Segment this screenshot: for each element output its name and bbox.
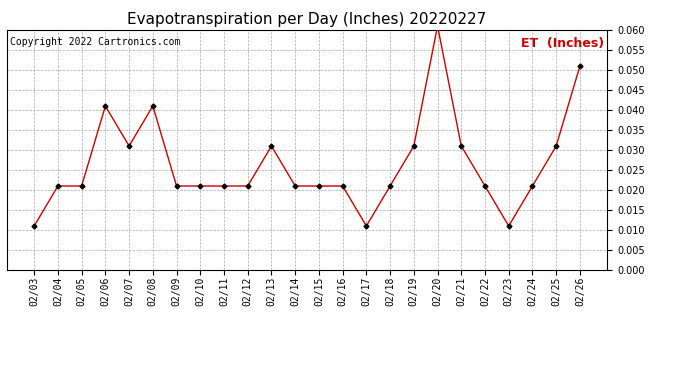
Title: Evapotranspiration per Day (Inches) 20220227: Evapotranspiration per Day (Inches) 2022…: [128, 12, 486, 27]
Text: ET  (Inches): ET (Inches): [521, 37, 604, 50]
Text: Copyright 2022 Cartronics.com: Copyright 2022 Cartronics.com: [10, 37, 180, 47]
